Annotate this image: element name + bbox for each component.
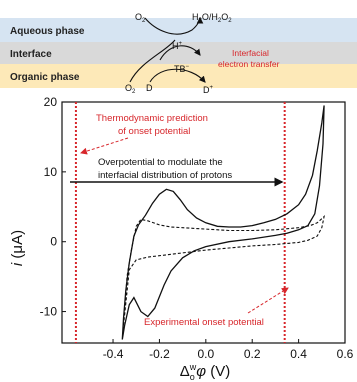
- axis-ticks: -0.4 -0.2 0.0 0.2 0.4 0.6 -10 0 10 20: [40, 95, 354, 361]
- interfacial-label-1: Interfacial: [232, 48, 269, 58]
- cv-curve-dashed: [122, 215, 325, 326]
- y-axis-label: i (μA): [9, 230, 26, 266]
- x-tick-label: 0.4: [290, 347, 307, 361]
- plot-frame: [61, 101, 346, 344]
- overpotential-annotation-2: interfacial distribution of protons: [98, 170, 232, 181]
- onset-lines: [74, 102, 286, 343]
- donor-d-plus: D+: [203, 85, 214, 95]
- interfacial-label-2: electron transfer: [218, 59, 280, 69]
- h-plus: H+: [172, 41, 183, 51]
- donor-d: D: [146, 83, 153, 93]
- cv-curve-solid: [121, 105, 325, 340]
- organic-phase-label: Organic phase: [10, 72, 80, 83]
- o2-loop-arrow: [129, 39, 176, 83]
- experimental-annotation: Experimental onset potential: [144, 317, 264, 328]
- aqueous-band: [0, 18, 357, 42]
- x-tick-label: 0.2: [244, 347, 261, 361]
- interface-label: Interface: [10, 49, 52, 60]
- x-tick-label: -0.2: [149, 347, 170, 361]
- overpotential-annotation-1: Overpotential to modulate the: [98, 157, 223, 168]
- interface-band: [0, 42, 357, 64]
- y-tick-label: 0: [50, 235, 57, 249]
- thermo-arrow: [80, 137, 129, 155]
- organic-band: [0, 64, 357, 88]
- h-plus-loop-arrow: [159, 45, 201, 61]
- y-tick-label: 10: [44, 165, 58, 179]
- x-tick-label: -0.4: [103, 347, 124, 361]
- experimental-arrow: [247, 287, 289, 314]
- aqueous-phase-label: Aqueous phase: [10, 26, 85, 37]
- thermo-annotation-2: of onset potential: [118, 126, 190, 137]
- o2-top: O2: [135, 12, 146, 24]
- cv-chart: -0.4 -0.2 0.0 0.2 0.4 0.6 -10 0 10 20 Thermodynam…: [9, 95, 354, 382]
- x-tick-label: 0.6: [337, 347, 354, 361]
- o2-bottom: O2: [125, 83, 136, 95]
- y-tick-label: -10: [40, 305, 58, 319]
- cv-curves: [121, 105, 325, 340]
- o2-to-h2o-arrow: [144, 16, 204, 35]
- d-to-dplus-arrow: [149, 68, 206, 83]
- x-axis-label: Δowφ (V): [180, 362, 231, 382]
- x-tick-label: 0.0: [197, 347, 214, 361]
- y-tick-label: 20: [44, 95, 58, 109]
- scheme: Aqueous phase Interface Organic phase O2…: [0, 12, 357, 95]
- thermo-annotation-1: Thermodynamic prediction: [96, 113, 208, 124]
